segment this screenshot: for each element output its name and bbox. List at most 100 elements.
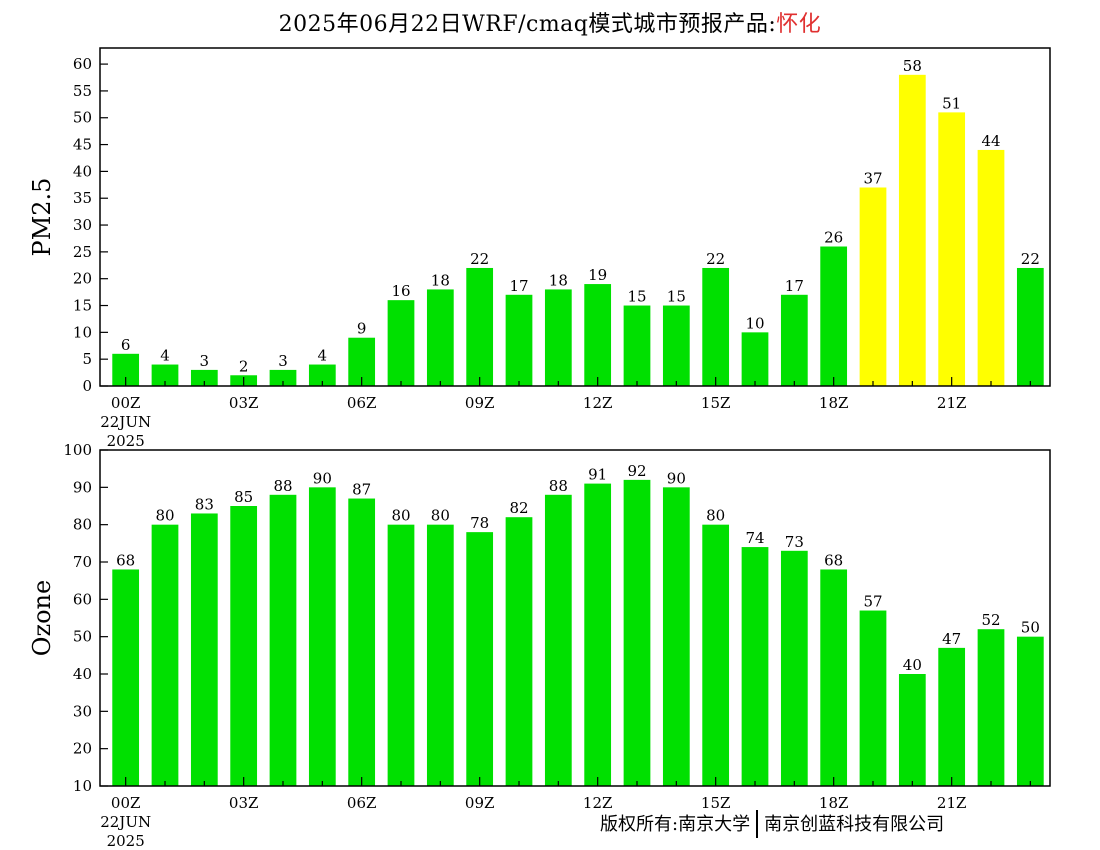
y-axis-label: PM2.5: [28, 178, 56, 257]
x-tick-label: 18Z: [819, 794, 849, 812]
x-tick-label: 21Z: [937, 394, 967, 412]
y-tick-label: 40: [73, 162, 92, 180]
bar-value-label: 15: [667, 288, 686, 306]
bar-value-label: 17: [785, 277, 804, 295]
copyright-left: 版权所有:南京大学: [600, 814, 751, 835]
bar: [269, 369, 297, 386]
title-prefix: 2025年06月22日WRF/cmaq模式城市预报产品:: [278, 12, 777, 37]
x-tick-label: 18Z: [819, 394, 849, 412]
x-tick-label: 15Z: [701, 794, 731, 812]
bar-value-label: 16: [391, 282, 410, 300]
bar-value-label: 78: [470, 514, 489, 532]
y-axis-label: Ozone: [28, 580, 56, 656]
bar-value-label: 58: [903, 57, 922, 75]
bar: [112, 569, 140, 786]
bar-value-label: 83: [195, 495, 214, 513]
bar-value-label: 92: [627, 462, 646, 480]
bar-value-label: 40: [903, 656, 922, 674]
bar-value-label: 68: [116, 551, 135, 569]
bar-value-label: 88: [273, 477, 292, 495]
bar: [505, 517, 533, 786]
bar-value-label: 9: [357, 320, 367, 338]
bar: [151, 364, 179, 386]
x-tick-label: 00Z: [111, 794, 141, 812]
bar: [741, 332, 769, 386]
y-tick-label: 55: [73, 82, 92, 100]
bar: [584, 483, 612, 786]
bar: [977, 149, 1005, 386]
bar: [308, 364, 336, 386]
y-tick-label: 10: [73, 323, 92, 341]
bar: [269, 494, 297, 786]
bar-value-label: 3: [278, 352, 288, 370]
bar-value-label: 80: [431, 507, 450, 525]
bar: [898, 674, 926, 786]
bar: [741, 547, 769, 786]
bar: [348, 498, 376, 786]
bar-value-label: 74: [745, 529, 764, 547]
bar-value-label: 26: [824, 229, 843, 247]
bar: [426, 289, 454, 386]
bar-value-label: 91: [588, 466, 607, 484]
y-tick-label: 100: [63, 441, 92, 459]
bar: [662, 305, 690, 386]
y-tick-label: 60: [73, 590, 92, 608]
y-tick-label: 60: [73, 55, 92, 73]
bar: [387, 524, 415, 786]
bar-value-label: 73: [785, 533, 804, 551]
y-tick-label: 90: [73, 478, 92, 496]
x-tick-label: 21Z: [937, 794, 967, 812]
bar-value-label: 22: [706, 250, 725, 268]
x-tick-label: 06Z: [347, 794, 377, 812]
bar-value-label: 47: [942, 630, 961, 648]
footer-separator: [756, 810, 759, 838]
bar-value-label: 3: [200, 352, 210, 370]
bar-value-label: 19: [588, 266, 607, 284]
x-tick-label: 06Z: [347, 394, 377, 412]
y-tick-label: 35: [73, 189, 92, 207]
bar-value-label: 22: [470, 250, 489, 268]
y-tick-label: 30: [73, 702, 92, 720]
bar-value-label: 90: [667, 469, 686, 487]
bar-value-label: 4: [160, 347, 170, 365]
chart-title: 2025年06月22日WRF/cmaq模式城市预报产品:怀化: [0, 6, 1100, 38]
y-tick-label: 15: [73, 297, 92, 315]
bar: [780, 294, 808, 386]
bar-value-label: 85: [234, 488, 253, 506]
y-tick-label: 80: [73, 516, 92, 534]
bar-value-label: 87: [352, 481, 371, 499]
bar: [190, 369, 218, 386]
y-tick-label: 0: [82, 377, 92, 395]
bar: [505, 294, 533, 386]
bar: [820, 246, 848, 386]
bar-value-label: 15: [627, 288, 646, 306]
bar-value-label: 37: [863, 169, 882, 187]
y-tick-label: 5: [82, 350, 92, 368]
bar: [702, 267, 730, 386]
x-tick-label: 12Z: [583, 794, 613, 812]
x-tick-label: 22JUN: [100, 413, 151, 431]
x-tick-label: 22JUN: [100, 813, 151, 831]
y-tick-label: 10: [73, 777, 92, 795]
bar: [426, 524, 454, 786]
bar: [859, 187, 887, 386]
bar: [623, 479, 651, 786]
title-city: 怀化: [776, 12, 822, 37]
bar: [544, 289, 572, 386]
copyright-right: 南京创蓝科技有限公司: [764, 814, 945, 835]
bar: [1016, 636, 1044, 786]
bar: [938, 647, 966, 786]
x-tick-label: 03Z: [229, 394, 259, 412]
bar: [623, 305, 651, 386]
bar-value-label: 18: [431, 271, 450, 289]
plot-frame: [99, 449, 1051, 787]
x-tick-label: 15Z: [701, 394, 731, 412]
bar-value-label: 90: [313, 469, 332, 487]
x-tick-label: 09Z: [465, 794, 495, 812]
x-tick-label: 2025: [107, 432, 145, 450]
y-tick-label: 50: [73, 109, 92, 127]
bar: [702, 524, 730, 786]
bar: [859, 610, 887, 786]
bar-value-label: 22: [1021, 250, 1040, 268]
